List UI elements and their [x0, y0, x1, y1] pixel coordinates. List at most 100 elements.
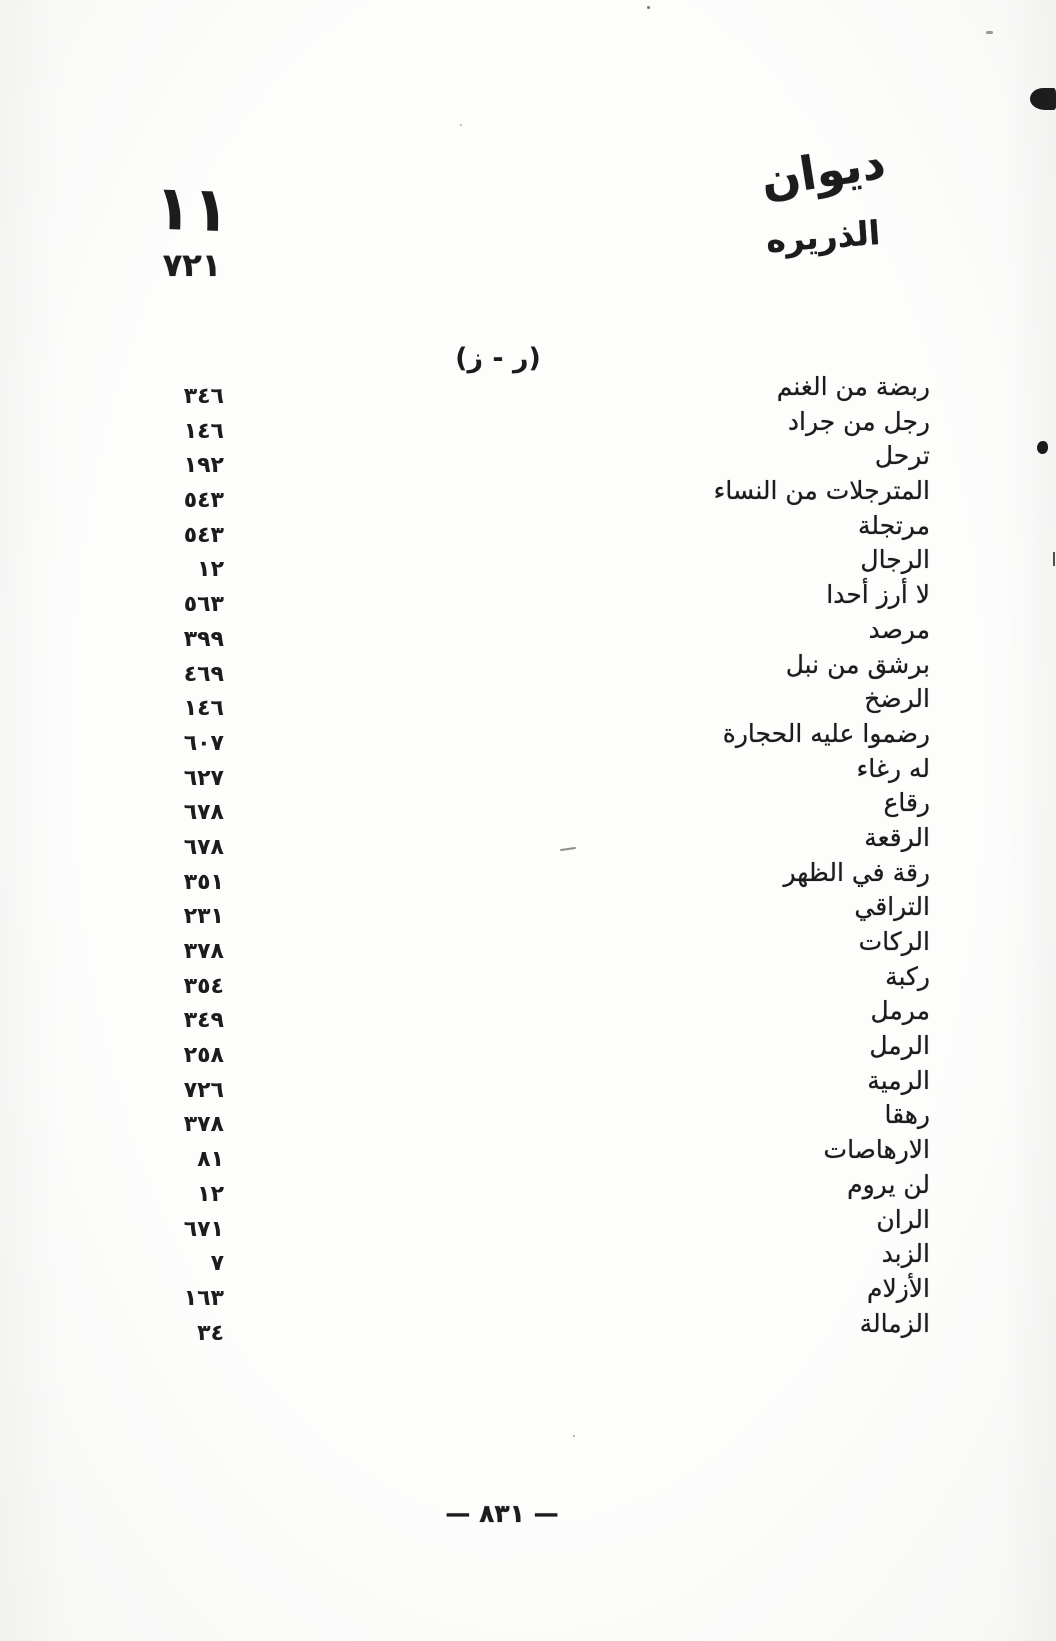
entry-title: مرمل: [870, 996, 930, 1026]
entry-page-number: ٣٩٩: [183, 626, 224, 652]
index-row: ٣٩٩ مرصد: [148, 616, 930, 651]
entry-title: رجل من جراد: [787, 406, 930, 436]
index-list: ٣٤٦ ربضة من الغنم ١٤٦ رجل من جراد ١٩٢ تر…: [148, 373, 930, 1344]
handwritten-number-721: ٧٢١: [162, 246, 222, 284]
index-row: ٨١ الارهاصات: [148, 1136, 930, 1171]
entry-page-number: ٢٣١: [183, 904, 224, 930]
index-row: ٦٧١ الران: [148, 1204, 930, 1242]
entry-page-number: ٣٥١: [183, 869, 224, 895]
entry-page-number: ٣٤٩: [183, 1008, 224, 1034]
entry-title: رضموا عليه الحجارة: [722, 718, 930, 748]
entry-title: الرمل: [869, 1031, 930, 1061]
index-row: ٢٣١ التراقي: [148, 893, 930, 928]
entry-page-number: ٨١: [197, 1147, 224, 1173]
entry-page-number: ١٢: [197, 1181, 224, 1207]
entry-page-number: ٣٧٨: [183, 1112, 224, 1138]
entry-page-number: ١٩٢: [183, 453, 224, 479]
index-row: ١٤٦ رجل من جراد: [148, 408, 930, 443]
entry-page-number: ٦٢٧: [183, 765, 224, 791]
handwritten-title-line1: ديوان: [757, 134, 889, 208]
handwritten-left-notes: ١١ ٧٢١: [152, 170, 232, 284]
entry-page-number: ٦٧٨: [183, 800, 224, 826]
entry-page-number: ٣٤٦: [183, 384, 224, 409]
entry-title: رقة في الظهر: [783, 857, 931, 887]
scan-artifact-corner-blob: [1030, 88, 1056, 110]
entry-title: ركبة: [885, 961, 930, 991]
index-row: ٣٥٤ ركبة: [148, 963, 930, 998]
entry-page-number: ٣٥٤: [183, 973, 224, 999]
index-row: ١٤٦ الرضخ: [148, 685, 930, 720]
entry-title: الرمية: [867, 1065, 930, 1095]
handwritten-title-line2: الذريره: [764, 213, 882, 260]
entry-title: لن يروم: [847, 1169, 930, 1199]
entry-title: الزبد: [881, 1239, 930, 1269]
index-row: ٥٤٣ مرتجلة: [148, 512, 930, 547]
index-row: ٧٢٦ الرمية: [148, 1067, 930, 1102]
index-row: ٦٢٧ له رغاء: [148, 755, 930, 790]
entry-page-number: ٥٤٣: [183, 488, 224, 514]
entry-title: رهقا: [884, 1100, 930, 1130]
entry-title: الران: [876, 1204, 930, 1234]
entry-page-number: ٤٦٩: [183, 661, 224, 687]
scan-artifact-dot: [573, 1435, 575, 1437]
entry-page-number: ١٤٦: [183, 696, 224, 722]
index-row: ٣٥١ رقة في الظهر: [148, 859, 930, 894]
entry-page-number: ٦٠٧: [183, 730, 224, 756]
index-row: ٣٤٦ ربضة من الغنم: [148, 373, 930, 408]
scan-artifact-dash: [986, 31, 993, 34]
index-row: ٥٦٣ لا أرز أحدا: [148, 581, 930, 616]
entry-title: رقاع: [883, 788, 930, 818]
entry-page-number: ١٤٦: [183, 418, 224, 444]
index-row: ٦٠٧ رضموا عليه الحجارة: [148, 720, 930, 755]
page-number-footer: — ٨٣١ —: [445, 1499, 559, 1528]
entry-page-number: ٣٤: [197, 1320, 224, 1346]
entry-page-number: ٦٧١: [183, 1216, 224, 1242]
index-row: ٣٤٩ مرمل: [148, 997, 930, 1032]
entry-title: الرقعة: [864, 822, 930, 852]
index-row: ٤٦٩ برشق من نبل: [148, 649, 930, 687]
scan-artifact-tick: [1053, 552, 1055, 566]
handwritten-mark-11: ١١: [152, 170, 232, 247]
section-heading: (ر - ز): [455, 343, 541, 374]
index-row: ٧ الزبد: [148, 1240, 930, 1275]
index-row: ١٢ لن يروم: [148, 1171, 930, 1206]
entry-title: الرجال: [860, 545, 930, 575]
entry-title: الارهاصات: [823, 1135, 930, 1165]
index-row: ٣٧٨ الركات: [148, 928, 930, 963]
entry-page-number: ١٢: [197, 557, 224, 583]
entry-page-number: ٧: [210, 1251, 224, 1277]
entry-page-number: ٣٧٨: [183, 939, 224, 964]
entry-title: له رغاء: [856, 753, 931, 783]
entry-title: ربضة من الغنم: [776, 372, 930, 401]
entry-title: ترحل: [874, 441, 930, 471]
entry-title: التراقي: [854, 892, 930, 922]
index-row: ١٦٣ الأزلام: [148, 1275, 930, 1310]
index-row: ٣٧٨ رهقا: [148, 1101, 930, 1136]
entry-page-number: ١٦٣: [183, 1285, 224, 1311]
entry-title: لا أرز أحدا: [826, 580, 930, 610]
entry-title: الأزلام: [866, 1273, 930, 1303]
entry-page-number: ٦٧٨: [183, 834, 224, 860]
index-row: ٦٧٨ رقاع: [148, 789, 930, 824]
index-row: ١٢ الرجال: [148, 546, 930, 581]
index-row: ١٩٢ ترحل: [148, 442, 930, 477]
entry-page-number: ٥٤٣: [183, 522, 224, 548]
scan-artifact-dot: [647, 6, 650, 9]
entry-page-number: ٥٦٣: [183, 592, 224, 618]
entry-title: برشق من نبل: [785, 649, 930, 679]
entry-title: مرصد: [868, 614, 930, 644]
entry-title: المترجلات من النساء: [713, 476, 930, 506]
index-row: ٢٥٨ الرمل: [148, 1032, 930, 1067]
entry-title: الركات: [858, 927, 930, 956]
scan-artifact-dot: [460, 124, 462, 126]
index-row: ٦٧٨ الرقعة: [148, 824, 930, 859]
handwritten-book-title: ديوان الذريره: [757, 135, 889, 260]
index-row: ٥٤٣ المترجلات من النساء: [148, 477, 930, 512]
entry-title: مرتجلة: [858, 510, 930, 540]
entry-title: الرضخ: [864, 684, 930, 714]
index-row: ٣٤ الزمالة: [148, 1310, 930, 1345]
entry-page-number: ٧٢٦: [183, 1077, 224, 1103]
entry-title: الزمالة: [859, 1308, 930, 1338]
entry-page-number: ٢٥٨: [183, 1043, 224, 1069]
